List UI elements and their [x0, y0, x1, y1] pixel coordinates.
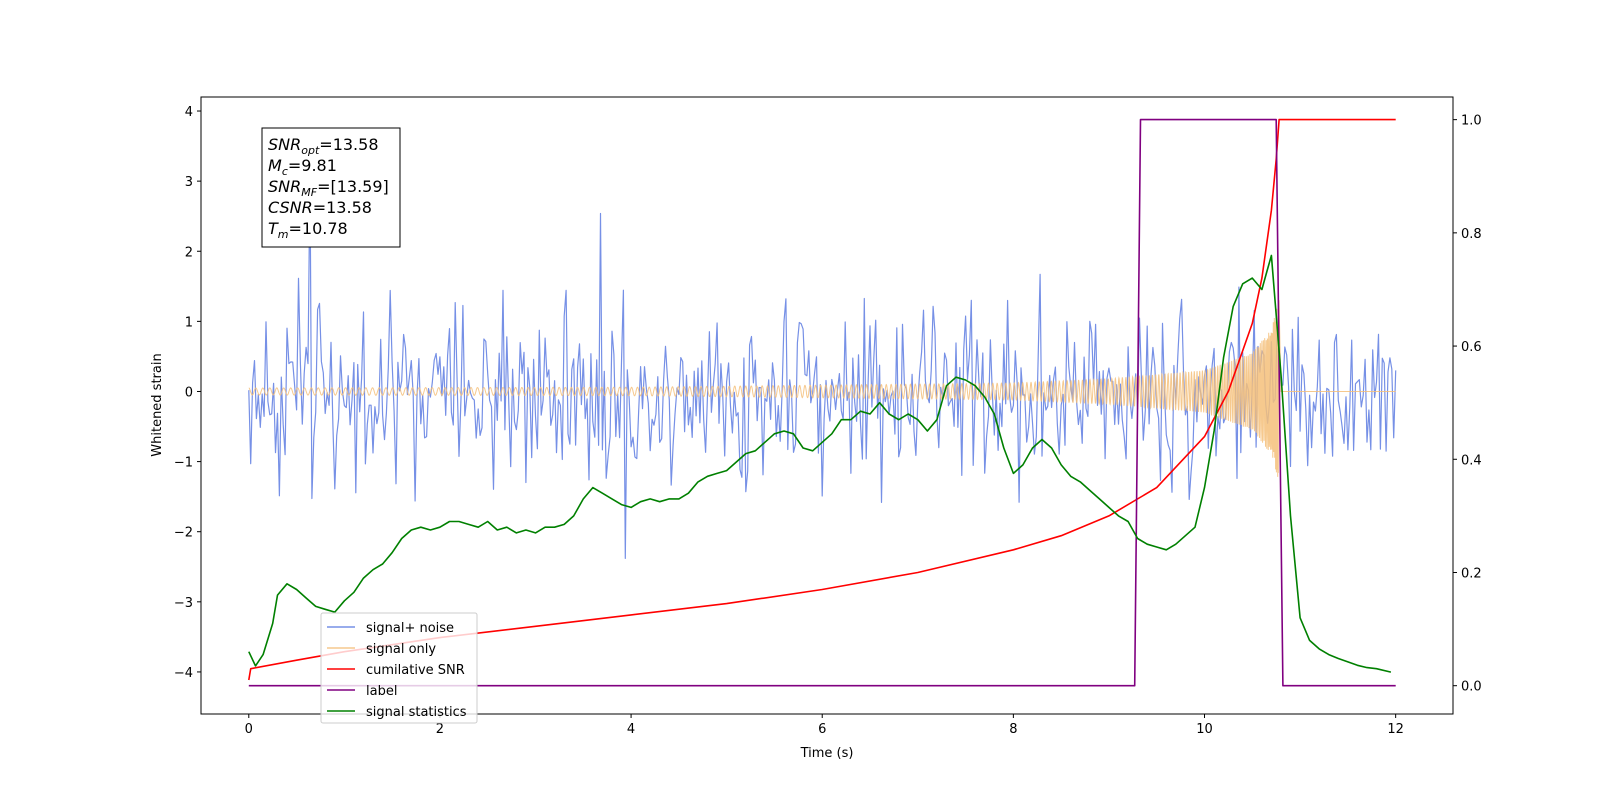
y-tick-label: −3	[174, 596, 193, 611]
legend-label: signal statistics	[366, 705, 467, 720]
x-tick-label: 4	[627, 722, 635, 737]
x-tick-label: 10	[1196, 722, 1213, 737]
legend-frame	[320, 612, 478, 724]
annotation-snr-mf: SNRMF=[13.59]	[268, 177, 389, 199]
y-tick-label: −4	[174, 666, 193, 681]
x-axis-label: Time (s)	[800, 746, 854, 761]
x-tick-label: 2	[436, 722, 444, 737]
legend-label: signal+ noise	[366, 621, 454, 636]
annotation-box: SNRopt=13.58 Mc=9.81 SNRMF=[13.59] CSNR=…	[261, 127, 401, 248]
annotation-snr-opt: SNRopt=13.58	[268, 135, 379, 157]
annotation-frame	[261, 127, 401, 248]
legend-label: label	[366, 684, 397, 699]
y-axis-label: Whitened strain	[150, 353, 165, 456]
y-tick-label: −1	[174, 456, 193, 471]
series-layer	[248, 118, 1397, 687]
annotation-csnr: CSNR=13.58	[268, 198, 372, 217]
x-tick-label: 6	[818, 722, 826, 737]
x-tick-label: 0	[245, 722, 253, 737]
legend-label: signal only	[366, 642, 436, 657]
y-tick-label: 2	[185, 245, 193, 260]
y-right-tick-label: 0.6	[1461, 340, 1482, 355]
x-tick-label: 12	[1387, 722, 1404, 737]
plot-frame	[200, 96, 1454, 715]
y-tick-label: −2	[174, 526, 193, 541]
x-tick-label: 8	[1009, 722, 1017, 737]
y-right-tick-label: 0.0	[1461, 680, 1482, 695]
legend-label: cumilative SNR	[366, 663, 465, 678]
y-tick-label: 1	[185, 315, 193, 330]
y-right-tick-label: 0.4	[1461, 453, 1482, 468]
y-right-tick-label: 0.2	[1461, 566, 1482, 581]
series-line-signal-statistics	[248, 254, 1392, 673]
y-tick-label: 3	[185, 175, 193, 190]
y-tick-label: 0	[185, 385, 193, 400]
series-line-label	[248, 118, 1396, 687]
legend: signal+ noise signal only cumilative SNR la…	[320, 612, 478, 724]
series-line-signal-only	[248, 300, 1396, 477]
y-tick-label: 4	[185, 105, 193, 120]
annotation-tm: Tm=10.78	[268, 219, 348, 241]
y-right-tick-label: 1.0	[1461, 114, 1482, 129]
annotation-mc: Mc=9.81	[268, 156, 337, 178]
y-right-tick-label: 0.8	[1461, 227, 1482, 242]
